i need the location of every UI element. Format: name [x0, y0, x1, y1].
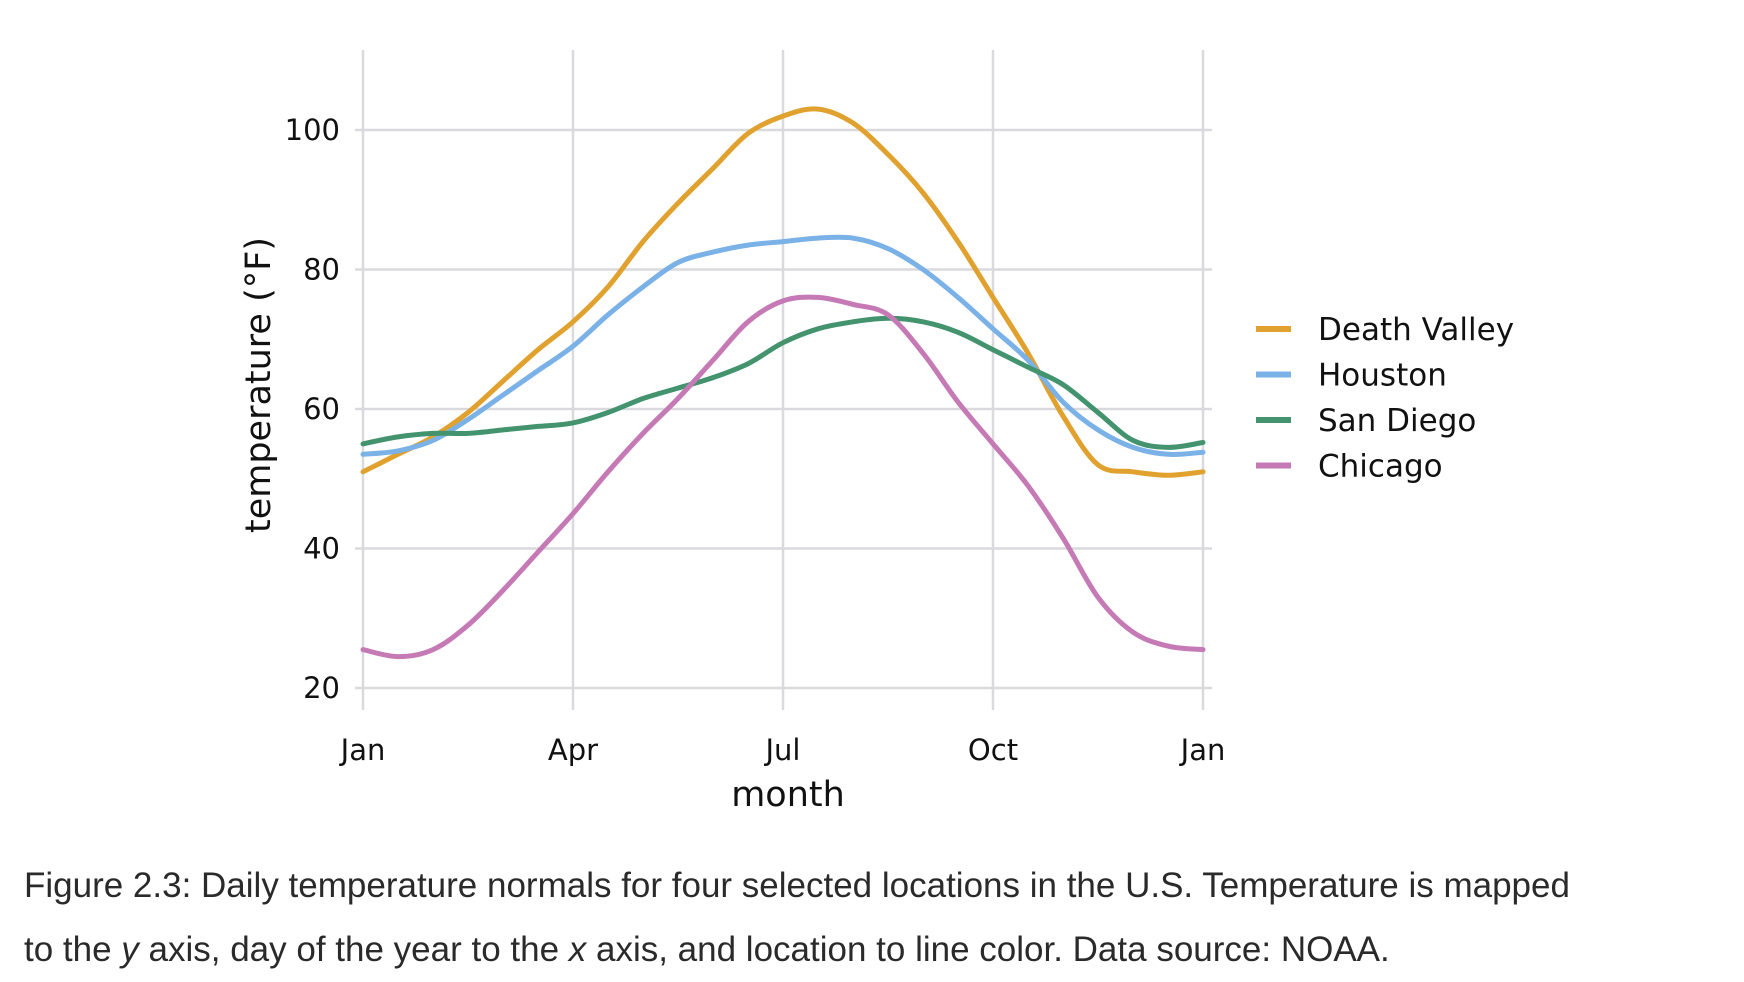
x-tick-labels: Jan Apr Jul Oct Jan: [339, 733, 1226, 767]
series-line-chicago: [360, 294, 1206, 660]
y-tick-labels: 20 40 60 80 100: [285, 113, 340, 705]
caption-line-2-part-a: to the: [24, 930, 122, 969]
caption-x-variable: x: [568, 930, 587, 969]
legend-label-death-valley: Death Valley: [1318, 312, 1514, 348]
figure: 20 40 60 80 100 Jan Apr Jul Oct Jan month temper…: [239, 50, 1514, 815]
caption-line-1: Figure 2.3: Daily temperature normals fo…: [24, 866, 1570, 905]
legend-label-chicago: Chicago: [1318, 449, 1443, 485]
y-tick-label-80: 80: [303, 253, 340, 287]
series-line-houston: [360, 234, 1206, 457]
y-axis-title: temperature (°F): [239, 237, 279, 533]
legend: Death Valley Houston San Diego Chicago: [1256, 312, 1514, 485]
x-tick-label-3: Oct: [968, 733, 1018, 767]
grid-layer: [355, 50, 1212, 710]
x-axis-title: month: [731, 775, 845, 815]
caption-line-2-part-b: axis, day of the year to the: [138, 930, 569, 969]
series-line-death-valley: [360, 106, 1206, 478]
y-tick-label-100: 100: [285, 113, 340, 147]
x-tick-label-1: Apr: [548, 733, 598, 767]
x-tick-label-2: Jul: [764, 733, 801, 767]
series-lines: [360, 106, 1206, 660]
legend-label-houston: Houston: [1318, 358, 1447, 394]
caption-line-2-part-c: axis, and location to line color. Data s…: [586, 930, 1390, 969]
line-chart: 20 40 60 80 100 Jan Apr Jul Oct Jan month temper…: [239, 50, 1514, 815]
y-tick-label-40: 40: [303, 532, 340, 566]
legend-label-san-diego: San Diego: [1318, 403, 1476, 439]
caption-y-variable: y: [121, 930, 139, 969]
figure-caption: Figure 2.3: Daily temperature normals fo…: [24, 854, 1714, 982]
y-tick-label-60: 60: [303, 392, 340, 426]
series-line-san-diego: [360, 315, 1206, 450]
y-tick-label-20: 20: [303, 671, 340, 705]
x-tick-label-4: Jan: [1179, 733, 1226, 767]
x-tick-label-0: Jan: [339, 733, 386, 767]
